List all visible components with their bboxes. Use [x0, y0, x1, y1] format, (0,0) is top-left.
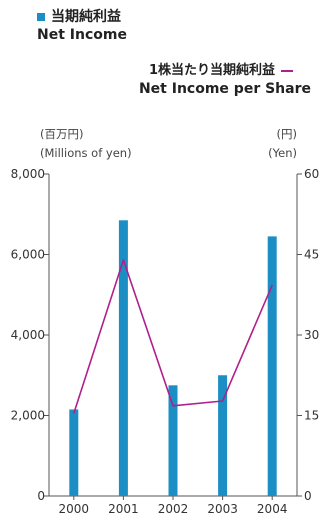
legend-per-share-ja: 1株当たり当期純利益	[148, 63, 275, 78]
legend-net-income-ja: 当期純利益	[51, 9, 121, 25]
bar-net-income-2003	[218, 375, 228, 496]
right-tick-label: 45	[304, 248, 319, 262]
x-tick-label: 2000	[59, 502, 90, 515]
right-tick-label: 30	[304, 328, 319, 342]
left-axis-unit-en: (Millions of yen)	[40, 146, 132, 160]
legend-net-income-en: Net Income	[37, 27, 127, 43]
legend-net-income-per-share: 1株当たり当期純利益 Net Income per Share	[139, 62, 311, 98]
legend-net-income: 当期純利益 Net Income	[37, 8, 127, 44]
left-axis-unit-ja: (百万円)	[40, 127, 83, 141]
right-tick-label: 0	[304, 489, 312, 503]
right-axis-unit-ja: (円)	[277, 127, 297, 141]
bar-net-income-2000	[69, 409, 79, 496]
bar-net-income-2001	[118, 220, 128, 496]
left-tick-label: 4,000	[11, 328, 45, 342]
left-tick-label: 2,000	[11, 409, 45, 423]
legend-bar-swatch	[37, 13, 45, 21]
bar-net-income-2004	[267, 236, 277, 496]
right-axis-unit-en: (Yen)	[268, 146, 297, 160]
legend-per-share-en: Net Income per Share	[138, 81, 311, 97]
x-tick-label: 2004	[257, 502, 288, 515]
x-tick-label: 2003	[207, 502, 238, 515]
legend-line-swatch	[281, 70, 293, 72]
x-tick-label: 2001	[108, 502, 139, 515]
left-tick-label: 8,000	[11, 167, 45, 181]
bar-net-income-2002	[168, 385, 178, 496]
left-tick-label: 0	[37, 489, 45, 503]
left-tick-label: 6,000	[11, 248, 45, 262]
right-tick-label: 15	[304, 409, 319, 423]
x-tick-label: 2002	[158, 502, 189, 515]
right-tick-label: 60	[304, 167, 319, 181]
